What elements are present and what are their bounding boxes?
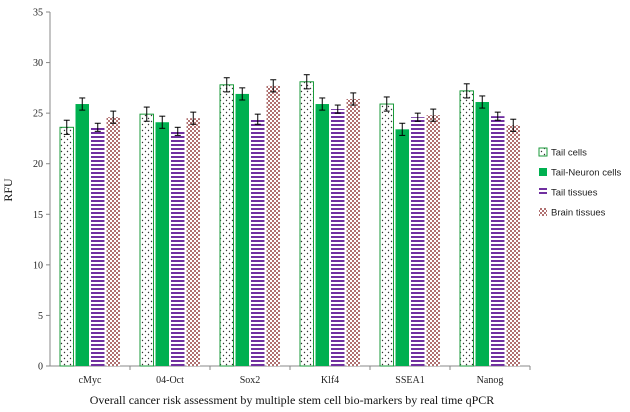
bar (491, 116, 505, 366)
x-tick-label: Klf4 (321, 375, 339, 386)
bar (171, 131, 185, 366)
bar (426, 115, 440, 366)
bar (475, 102, 489, 366)
y-tick-label: 10 (33, 260, 43, 271)
bar (331, 109, 345, 367)
legend-swatch (538, 147, 548, 157)
legend-swatch (539, 168, 547, 176)
bar (266, 85, 280, 366)
bar (506, 125, 520, 366)
bar (379, 103, 394, 367)
y-tick-label: 25 (33, 109, 43, 120)
x-axis-title: Overall cancer risk assessment by multip… (90, 393, 495, 407)
legend-label: Tail cells (551, 148, 587, 159)
legend-label: Tail tissues (551, 188, 598, 199)
x-tick-label: SSEA1 (395, 375, 424, 386)
error-bars (63, 74, 517, 136)
bar (459, 90, 474, 367)
axis-labels: 0 5 10 15 20 25 30 35 cMyc 04-Oct Sox2 Klf4 SSEA1 Nan… (33, 8, 503, 387)
bar (235, 93, 249, 366)
legend-swatch (539, 208, 547, 216)
bar (155, 122, 169, 366)
y-tick-label: 35 (33, 8, 43, 19)
bar (59, 126, 74, 367)
x-tick-label: Sox2 (240, 375, 261, 386)
y-tick-label: 0 (38, 362, 43, 373)
bar (106, 117, 120, 366)
legend-swatch (539, 188, 547, 196)
legend-label: Tail-Neuron cells (551, 168, 621, 179)
bar (315, 104, 329, 366)
bar (186, 118, 200, 366)
bar (219, 84, 234, 367)
bar (299, 81, 314, 367)
y-axis-title: RFU (1, 178, 15, 202)
x-tick-label: Nanog (477, 375, 504, 386)
bar (91, 127, 105, 366)
x-tick-label: 04-Oct (156, 375, 184, 386)
bar (395, 129, 409, 366)
bar (75, 104, 89, 366)
bars (59, 81, 520, 367)
axes (46, 11, 531, 370)
y-tick-label: 5 (38, 311, 43, 322)
legend: Tail cells Tail-Neuron cells Tail tissues B… (538, 147, 621, 219)
legend-label: Brain tissues (551, 208, 606, 219)
bar (139, 113, 154, 367)
bar (346, 98, 360, 367)
y-tick-label: 20 (33, 159, 43, 170)
y-tick-label: 15 (33, 210, 43, 221)
bar (251, 119, 265, 366)
bar (411, 117, 425, 366)
x-tick-label: cMyc (79, 375, 102, 386)
y-tick-label: 30 (33, 58, 43, 69)
